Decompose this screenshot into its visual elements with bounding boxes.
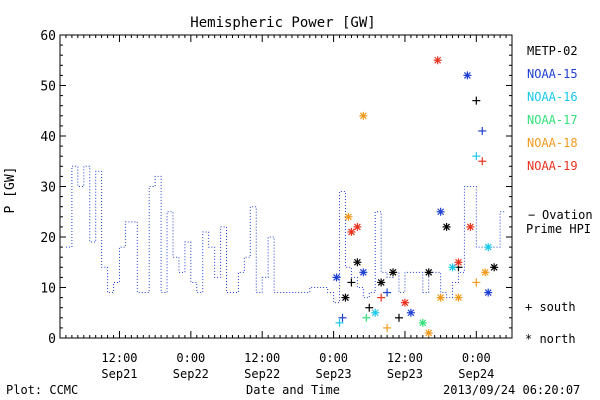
x-ticks: 12:00 Sep21 0:00 Sep22 12:00 Sep22 0:00 Sep23 12… (65, 35, 507, 381)
north-point (424, 268, 433, 277)
legend-ovation-line1: Ovation (542, 208, 593, 222)
north-point (424, 328, 433, 337)
north-point (418, 318, 427, 327)
north-point (463, 71, 472, 80)
north-point (442, 222, 451, 231)
legend-north: * north (525, 332, 576, 346)
x-tick-date: Sep22 (244, 367, 280, 381)
north-point (359, 111, 368, 120)
north-point (389, 268, 398, 277)
south-point (472, 152, 481, 161)
north-point (344, 212, 353, 221)
x-tick-time: 12:00 (244, 351, 280, 365)
x-tick-time: 0:00 (319, 351, 348, 365)
north-point (406, 308, 415, 317)
legend-entry-noaa-15: NOAA-15 (527, 67, 578, 81)
x-tick-time: 0:00 (462, 351, 491, 365)
satellite-points (332, 56, 499, 337)
y-tick-label: 0 (48, 332, 56, 347)
north-point (353, 222, 362, 231)
north-point (436, 207, 445, 216)
south-point (478, 157, 487, 166)
south-point (362, 313, 371, 322)
legend-entry-metp-02: METP-02 (527, 44, 578, 58)
south-point (377, 293, 386, 302)
south-point (472, 278, 481, 287)
x-tick-date: Sep23 (387, 367, 423, 381)
north-point (466, 222, 475, 231)
south-point (365, 303, 374, 312)
north-point (371, 308, 380, 317)
north-point (481, 268, 490, 277)
north-point (341, 293, 350, 302)
north-point (332, 273, 341, 282)
x-tick-time: 0:00 (176, 351, 205, 365)
chart-title: Hemispheric Power [GW] (190, 15, 375, 31)
footer-plot-credit: Plot: CCMC (6, 383, 78, 397)
plot-frame (59, 34, 513, 339)
x-axis-label: Date and Time (246, 383, 340, 397)
south-point (383, 323, 392, 332)
legend-south: + south (525, 300, 576, 314)
north-point (490, 263, 499, 272)
north-point (484, 243, 493, 252)
north-point (454, 258, 463, 267)
y-tick-label: 20 (40, 231, 56, 246)
north-point (436, 293, 445, 302)
y-tick-label: 60 (40, 29, 56, 44)
north-point (448, 263, 457, 272)
south-point (347, 278, 356, 287)
legend-entry-noaa-18: NOAA-18 (527, 136, 578, 150)
north-point (359, 268, 368, 277)
north-point (433, 56, 442, 65)
y-ticks: 0 10 20 30 40 50 60 (40, 29, 512, 347)
x-tick-time: 12:00 (101, 351, 137, 365)
legend-entry-noaa-16: NOAA-16 (527, 90, 578, 104)
legend-ovation-dash: − (528, 208, 535, 222)
south-point (395, 313, 403, 322)
north-point (377, 278, 386, 287)
y-tick-label: 50 (40, 80, 56, 95)
north-point (353, 258, 362, 267)
y-axis-label: P [GW] (3, 167, 18, 214)
y-tick-label: 10 (40, 282, 56, 297)
north-point (454, 293, 463, 302)
south-point (335, 318, 344, 327)
north-point (484, 288, 493, 297)
x-tick-date: Sep23 (316, 367, 352, 381)
south-point (338, 313, 347, 322)
north-point (400, 298, 409, 307)
south-point (472, 96, 481, 105)
legend-entry-noaa-19: NOAA-19 (527, 159, 578, 173)
legend-ovation: − Ovation Prime HPI (526, 208, 593, 236)
legend-ovation-line2: Prime HPI (526, 222, 591, 236)
legend-entry-noaa-17: NOAA-17 (527, 113, 578, 127)
legend-satellites: METP-02 NOAA-15 NOAA-16 NOAA-17 NOAA-18 NOAA-… (527, 44, 578, 173)
north-point (347, 227, 356, 236)
footer-timestamp: 2013/09/24 06:20:07 (443, 383, 580, 397)
y-tick-label: 40 (40, 130, 56, 145)
ovation-prime-hpi-series (65, 165, 507, 304)
x-tick-date: Sep21 (101, 367, 137, 381)
x-tick-date: Sep24 (458, 367, 494, 381)
x-tick-time: 12:00 (387, 351, 423, 365)
south-point (383, 288, 392, 297)
y-tick-label: 30 (40, 181, 56, 196)
south-point (478, 126, 487, 135)
x-tick-date: Sep22 (173, 367, 209, 381)
